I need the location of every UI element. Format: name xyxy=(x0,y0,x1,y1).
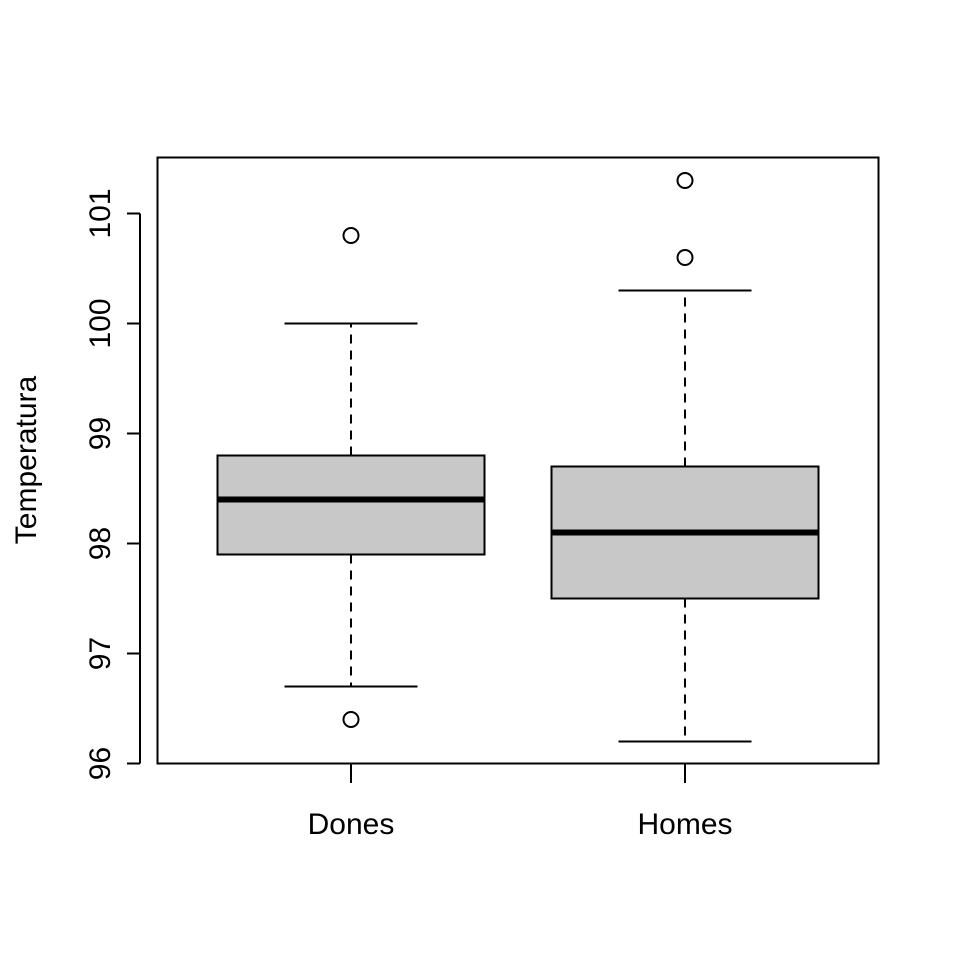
outlier-point xyxy=(342,227,360,244)
x-axis: Dones Homes xyxy=(308,763,733,841)
x-tick-label: Homes xyxy=(637,808,732,841)
y-tick-label: 99 xyxy=(84,417,117,450)
y-tick-label: 100 xyxy=(84,298,117,348)
box-homes xyxy=(550,172,820,743)
y-axis-title: Temperatura xyxy=(10,375,43,544)
boxes-layer xyxy=(216,172,820,743)
y-tick-label: 101 xyxy=(84,188,117,238)
y-axis: 96 97 98 99 100 101 xyxy=(84,188,141,780)
y-tick-label: 98 xyxy=(84,527,117,560)
plot-frame xyxy=(156,156,880,765)
y-tick-label: 96 xyxy=(84,747,117,780)
outlier-point xyxy=(342,711,360,728)
outlier-point xyxy=(676,249,694,266)
box-dones xyxy=(216,227,486,728)
iqr-box xyxy=(216,454,486,556)
y-tick-label: 97 xyxy=(84,637,117,670)
x-tick-label: Dones xyxy=(308,808,395,841)
outlier-point xyxy=(676,172,694,189)
